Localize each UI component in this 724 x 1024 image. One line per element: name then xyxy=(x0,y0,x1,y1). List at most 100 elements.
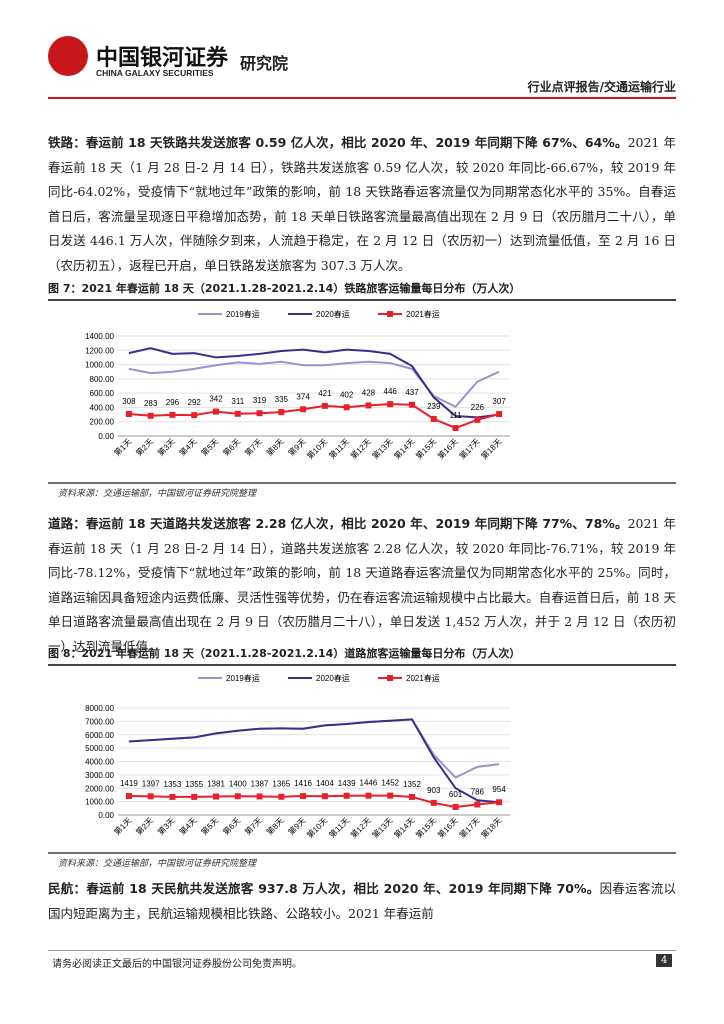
point-marker xyxy=(147,793,154,800)
x-tick-label: 第17天 xyxy=(457,436,482,461)
logo-cn: 中国银河证券 xyxy=(96,46,229,71)
legend-marker xyxy=(387,311,393,317)
x-tick-label: 第8天 xyxy=(264,436,286,458)
point-marker xyxy=(234,793,241,800)
lead: 道路：春运前 18 天道路共发送旅客 2.28 亿人次，相比 2020 年、20… xyxy=(48,516,628,531)
point-marker xyxy=(365,792,372,799)
lead: 铁路：春运前 18 天铁路共发送旅客 0.59 亿人次，相比 2020 年、20… xyxy=(48,135,628,150)
data-label: 1419 xyxy=(120,779,138,788)
data-label: 319 xyxy=(253,396,267,405)
point-marker xyxy=(256,410,263,417)
point-marker xyxy=(191,793,198,800)
legend-label: 2019春运 xyxy=(226,309,260,319)
point-marker xyxy=(169,793,176,800)
x-tick-label: 第14天 xyxy=(392,815,417,840)
legend-label: 2019春运 xyxy=(226,673,260,683)
series-line xyxy=(128,794,500,808)
point-marker xyxy=(387,401,394,408)
data-label: 437 xyxy=(405,388,419,397)
x-tick-label: 第16天 xyxy=(435,436,460,461)
body: 因春运客流以国内短距离为主，民航运输规模相比铁路、公路较小。2021 年春运前 xyxy=(48,881,676,921)
x-tick-label: 第10天 xyxy=(305,436,330,461)
y-tick-label: 3000.00 xyxy=(85,771,114,780)
point-marker xyxy=(125,793,132,800)
point-marker xyxy=(147,412,154,419)
point-marker xyxy=(365,402,372,409)
point-marker xyxy=(452,425,459,432)
point-marker xyxy=(169,411,176,418)
chart: 0.00 1000.00 2000.00 3000.00 4000.00 5000.00 6… xyxy=(48,673,676,854)
body: 2021 年春运前 18 天（1 月 28 日-2 月 14 日），道路共发送旅… xyxy=(48,516,676,654)
legend-label: 2020春运 xyxy=(316,309,350,319)
x-tick-label: 第7天 xyxy=(242,436,264,458)
data-label: 1355 xyxy=(185,780,203,789)
footer-rule xyxy=(48,950,676,951)
point-marker xyxy=(474,801,481,808)
y-tick-label: 600.00 xyxy=(90,389,115,398)
point-marker xyxy=(278,409,285,416)
y-tick-label: 7000.00 xyxy=(85,717,114,726)
data-label: 903 xyxy=(427,786,441,795)
x-tick-label: 第4天 xyxy=(177,815,199,837)
point-marker xyxy=(191,412,198,419)
data-label: 601 xyxy=(449,790,463,799)
figure-title: 图 8：2021 年春运前 18 天（2021.1.28-2021.2.14）道… xyxy=(48,645,676,666)
source: 资料来源：交通运输部，中国银河证券研究院整理 xyxy=(58,489,257,499)
x-tick-label: 第17天 xyxy=(457,815,482,840)
data-label: 342 xyxy=(209,395,223,404)
report-type: 行业点评报告/交通运输行业 xyxy=(527,80,676,94)
institute: 研究院 xyxy=(240,54,289,73)
x-tick-label: 第12天 xyxy=(348,815,373,840)
point-marker xyxy=(321,793,328,800)
y-tick-label: 6000.00 xyxy=(85,731,114,740)
x-tick-label: 第2天 xyxy=(134,436,156,458)
point-marker xyxy=(409,793,415,800)
series-line xyxy=(128,347,500,419)
data-label: 1353 xyxy=(164,780,182,789)
data-label: 335 xyxy=(275,395,289,404)
x-tick-label: 第3天 xyxy=(155,815,177,837)
data-label: 374 xyxy=(296,392,310,401)
y-tick-label: 5000.00 xyxy=(85,744,114,753)
point-marker xyxy=(278,793,285,800)
point-marker xyxy=(213,793,219,800)
point-marker xyxy=(300,793,307,800)
data-label: 1404 xyxy=(316,779,334,788)
x-tick-label: 第12天 xyxy=(348,436,373,461)
data-label: 296 xyxy=(166,398,180,407)
chart: 0.00 200.00 400.00 600.00 800.00 1000.00 1200.… xyxy=(48,309,676,484)
point-marker xyxy=(387,792,394,799)
x-tick-label: 第6天 xyxy=(221,815,243,837)
logo-en: CHINA GALAXY SECURITIES xyxy=(96,68,214,78)
point-marker xyxy=(343,792,350,799)
data-label: 1416 xyxy=(294,779,312,788)
data-label: 1365 xyxy=(272,780,290,789)
y-tick-label: 0.00 xyxy=(98,811,114,820)
figure-title: 图 7：2021 年春运前 18 天（2021.1.28-2021.2.14）铁… xyxy=(48,280,676,301)
point-marker xyxy=(452,803,459,810)
series-line xyxy=(128,403,500,430)
y-tick-label: 400.00 xyxy=(90,403,115,412)
disclaimer: 请务必阅读正文最后的中国银河证券股份公司免责声明。 xyxy=(52,959,302,970)
legend-label: 2020春运 xyxy=(316,673,350,683)
x-tick-label: 第8天 xyxy=(264,815,286,837)
data-label: 292 xyxy=(188,398,202,407)
data-label: 283 xyxy=(144,399,158,408)
legend-marker xyxy=(387,675,393,681)
x-tick-label: 第4天 xyxy=(177,436,199,458)
y-tick-label: 2000.00 xyxy=(85,784,114,793)
x-tick-label: 第14天 xyxy=(392,436,417,461)
y-tick-label: 4000.00 xyxy=(85,758,114,767)
point-marker xyxy=(256,793,263,800)
x-tick-label: 第1天 xyxy=(112,436,134,458)
paragraph: 道路：春运前 18 天道路共发送旅客 2.28 亿人次，相比 2020 年、20… xyxy=(48,512,676,659)
x-tick-label: 第15天 xyxy=(414,436,439,461)
data-label: 1352 xyxy=(403,780,421,789)
point-marker xyxy=(409,401,415,408)
data-label: 1387 xyxy=(251,779,269,788)
data-label: 1439 xyxy=(338,779,356,788)
header-rule xyxy=(48,97,676,99)
y-tick-label: 800.00 xyxy=(90,375,115,384)
point-marker xyxy=(343,404,350,411)
